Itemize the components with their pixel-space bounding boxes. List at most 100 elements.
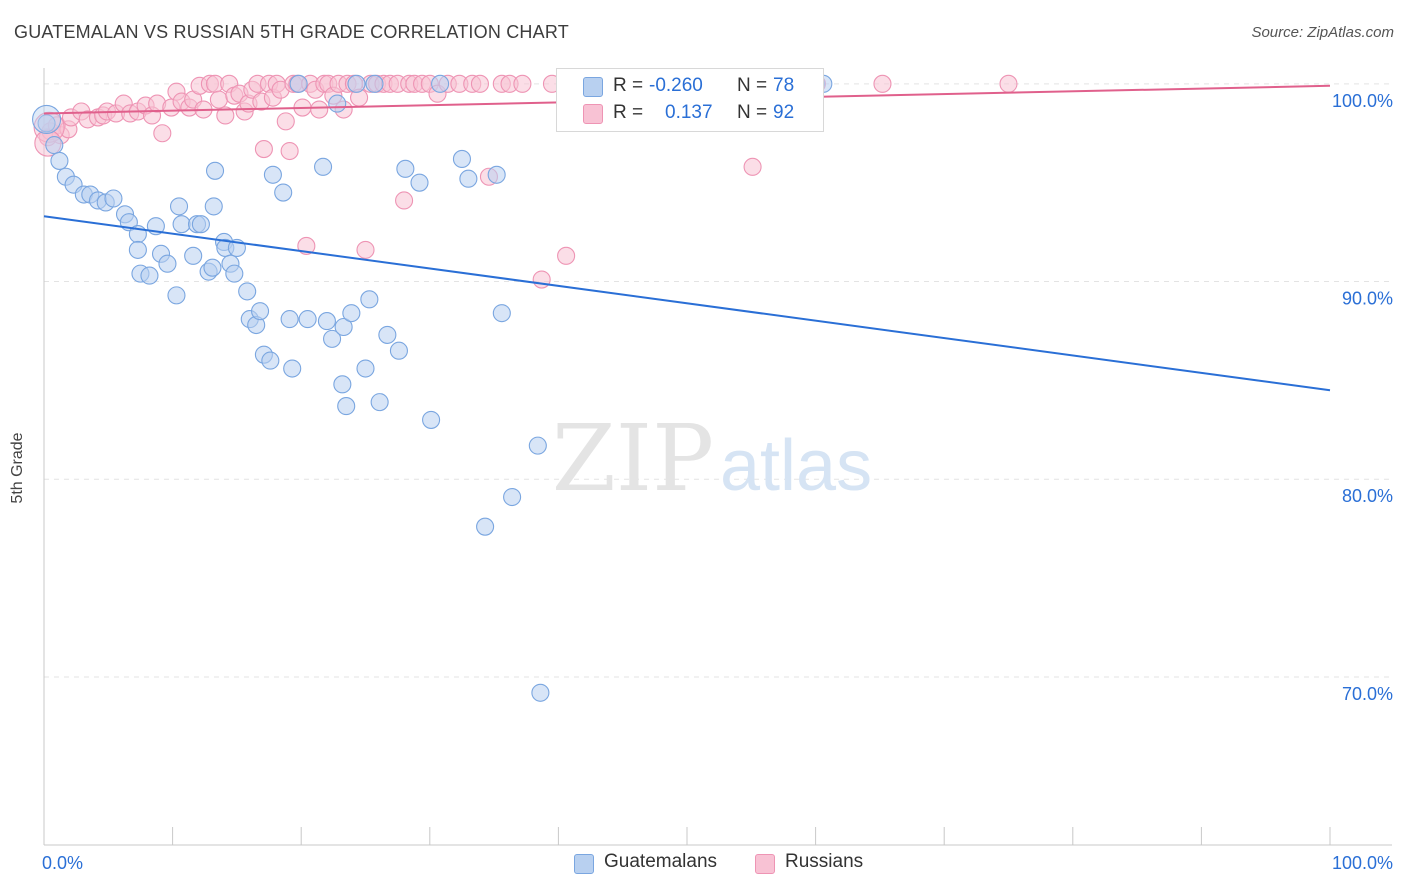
legend-n-label: N = [737, 75, 768, 96]
russians-point [557, 246, 576, 265]
guatemalans-point [503, 487, 522, 507]
guatemalans-point [225, 264, 244, 283]
y-tick-label: 90.0% [1342, 289, 1393, 309]
guatemalans-point [459, 169, 478, 188]
legend-r-value: 0.137 [665, 102, 713, 123]
guatemalans-point [184, 246, 203, 265]
guatemalans-point [531, 683, 550, 702]
source-credit: Source: ZipAtlas.com [1251, 24, 1394, 41]
guatemalans-point [370, 393, 389, 412]
guatemalans-point [167, 286, 186, 305]
x-tick-label-max: 100.0% [1332, 853, 1393, 873]
guatemalans-point [487, 165, 506, 184]
watermark-zip: ZIP [552, 405, 714, 512]
russians-point [532, 270, 551, 289]
watermark: ZIP atlas [552, 405, 872, 512]
guatemalans-point [274, 183, 293, 202]
guatemalans-point [396, 159, 415, 178]
guatemalans-point [104, 189, 123, 208]
guatemalans-point [476, 517, 495, 536]
russians-point [216, 106, 235, 125]
russians-point [470, 74, 490, 93]
guatemalans-point [37, 114, 56, 133]
guatemalans-point [191, 215, 210, 234]
guatemalans-point [283, 359, 302, 378]
russians-point [356, 240, 375, 259]
chart-title: GUATEMALAN VS RUSSIAN 5TH GRADE CORRELAT… [14, 22, 569, 42]
legend-label-russians: Russians [785, 851, 864, 872]
guatemalans-point [158, 254, 177, 273]
legend-r-label: R = [613, 102, 644, 123]
guatemalans-point [45, 136, 64, 155]
guatemalans-point [128, 240, 147, 259]
guatemalans-point [328, 94, 347, 113]
legend-r-label: R = [613, 75, 644, 96]
russians-point [395, 191, 414, 210]
y-tick-label: 100.0% [1332, 91, 1393, 111]
legend-swatch-russians [583, 104, 603, 124]
guatemalans-point [250, 302, 270, 321]
guatemalans-point [323, 329, 342, 348]
russians-point [999, 74, 1018, 93]
guatemalans-point [172, 215, 191, 234]
guatemalans-point [238, 282, 257, 301]
legend-n-value: 78 [773, 75, 795, 96]
watermark-atlas: atlas [720, 426, 872, 506]
guatemalans-point [337, 397, 356, 416]
legend-row-russians: R = 0.137 N = 92 [557, 102, 823, 126]
guatemalans-point [360, 290, 379, 309]
russians-point [209, 90, 228, 109]
guatemalans-points [32, 74, 833, 702]
guatemalans-trend-line [43, 215, 1331, 392]
series-legend: Guatemalans Russians [0, 851, 1406, 877]
legend-label-guatemalans: Guatemalans [604, 851, 718, 872]
guatemalans-point [263, 165, 282, 184]
russians-point [297, 236, 316, 255]
gridlines [44, 83, 1392, 678]
legend-r-value: -0.260 [649, 75, 703, 96]
guatemalans-point [32, 104, 62, 134]
guatemalans-point [314, 157, 333, 176]
legend-row-guatemalans: R = -0.260 N = 78 [557, 75, 823, 99]
guatemalans-point [431, 74, 450, 93]
russians-point [276, 112, 295, 131]
axes [43, 68, 1392, 846]
guatemalans-point [452, 149, 472, 168]
russians-point [873, 74, 892, 93]
russians-point [280, 141, 299, 161]
y-tick-label: 80.0% [1342, 486, 1393, 506]
guatemalans-point [317, 312, 336, 331]
legend-n-label: N = [737, 102, 768, 123]
guatemalans-point [389, 341, 408, 360]
guatemalans-point [333, 375, 352, 394]
stats-legend: R = -0.260 N = 78 R = 0.137 N = 92 [556, 68, 824, 132]
guatemalans-point [280, 310, 299, 329]
guatemalans-point [140, 266, 159, 285]
guatemalans-point [365, 74, 384, 93]
x-tick-label-min: 0.0% [42, 853, 83, 873]
guatemalans-point [378, 325, 397, 344]
legend-n-value: 92 [773, 102, 795, 123]
guatemalans-point [410, 173, 429, 192]
guatemalans-point [342, 304, 361, 323]
legend-swatch-guatemalans [583, 77, 603, 97]
russians-point [513, 74, 532, 93]
guatemalans-point [492, 304, 511, 323]
tick-labels: 70.0% 80.0% 90.0% 100.0% 0.0% 100.0% [42, 91, 1393, 873]
russians-point [153, 124, 172, 143]
guatemalans-point [203, 258, 222, 277]
guatemalans-point [169, 197, 189, 216]
guatemalans-point [205, 161, 225, 180]
guatemalans-point [528, 436, 547, 455]
y-tick-label: 70.0% [1342, 684, 1393, 704]
guatemalans-point [289, 74, 308, 93]
russians-points [33, 74, 1018, 289]
russians-point [310, 100, 329, 119]
guatemalans-point [261, 351, 280, 370]
legend-swatch-russians [755, 854, 775, 874]
russians-point [254, 140, 273, 159]
guatemalans-point [204, 197, 223, 216]
guatemalans-point [334, 317, 353, 337]
russians-point [743, 157, 762, 176]
